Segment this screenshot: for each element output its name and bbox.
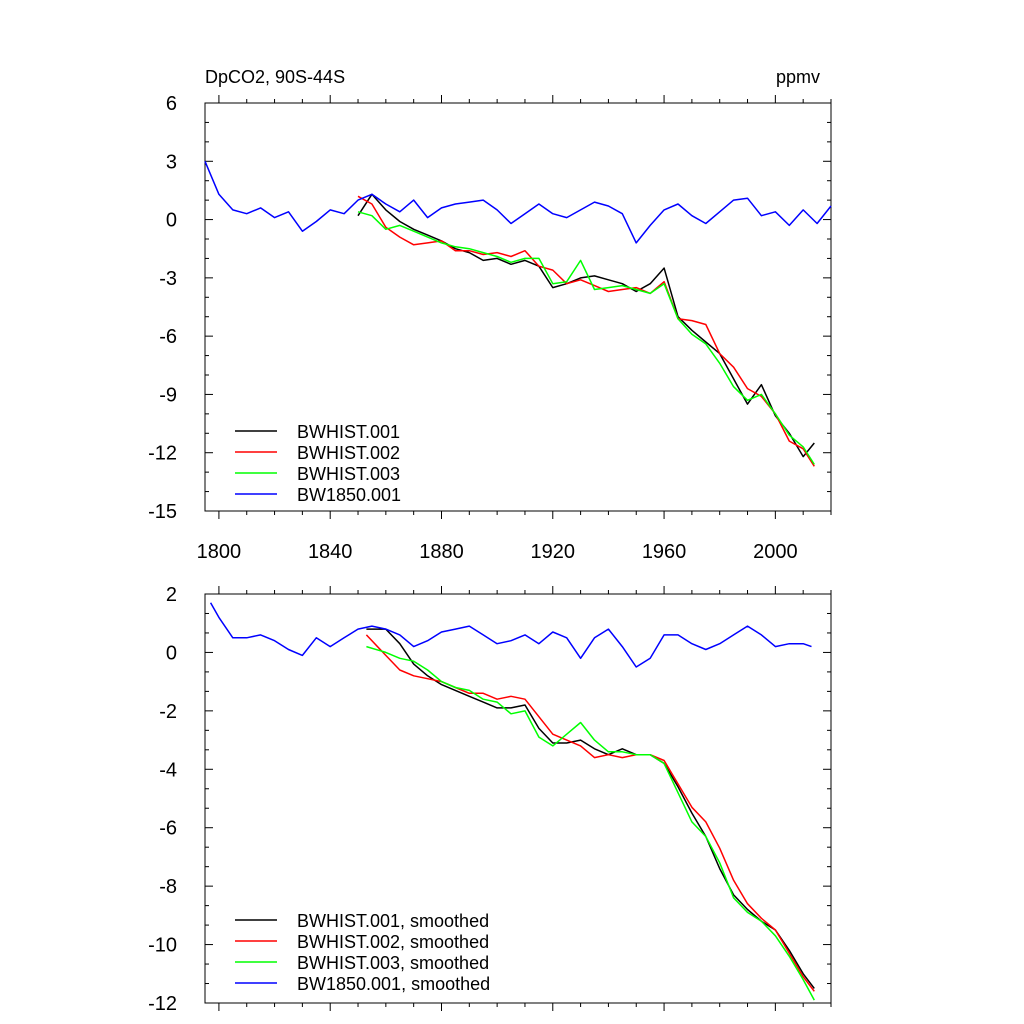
- panel1-frame: [204, 102, 832, 512]
- panel2-ytick-label: -4: [159, 759, 177, 781]
- panel2-series-3: [209, 602, 812, 668]
- panel2-ytick-label: -10: [148, 935, 177, 957]
- panel2-frame: [204, 593, 832, 1004]
- panel1-series-3: [204, 161, 832, 244]
- panel1-xtick-label: 1920: [531, 541, 576, 563]
- panel1-legend-label: BWHIST.003: [297, 464, 400, 484]
- panel2-ytick-label: 0: [166, 642, 177, 664]
- panel1-ytick-label: 6: [166, 93, 177, 115]
- panel1-group: 6 3 0 -3 -6 -9 -12 -15 1800 1840 1880 1920 1960 2000 B…: [148, 93, 832, 563]
- panel1-xtick-label: 1840: [308, 541, 353, 563]
- panel1-ytick-label: 3: [166, 151, 177, 173]
- panel1-ytick-label: -15: [148, 501, 177, 523]
- panel1-ytick-label: 0: [166, 210, 177, 232]
- panel2-ytick-label: 2: [166, 584, 177, 606]
- panel2-ytick-label: -12: [148, 993, 177, 1015]
- panel1-xtick-label: 1800: [197, 541, 242, 563]
- panel1-title: DpCO2, 90S-44S: [205, 67, 345, 87]
- panel2-series-0: [366, 628, 815, 989]
- panel1-legend-label: BWHIST.001: [297, 422, 400, 442]
- panel1-ytick-label: -3: [159, 268, 177, 290]
- panel1-ytick-label: -12: [148, 443, 177, 465]
- panel2-series-2: [366, 645, 815, 1001]
- panel1-series-1: [357, 195, 815, 467]
- panel1-legend-label: BW1850.001: [297, 485, 401, 505]
- panel1-xtick-label: 1960: [642, 541, 687, 563]
- panel2-legend-label: BWHIST.001, smoothed: [297, 911, 489, 931]
- panel2-ytick-label: -6: [159, 818, 177, 840]
- panel1-legend-label: BWHIST.002: [297, 443, 400, 463]
- panel1-units: ppmv: [776, 67, 820, 87]
- panel2-legend-label: BWHIST.003, smoothed: [297, 953, 489, 973]
- panel1-xtick-label: 1880: [419, 541, 464, 563]
- panel1-ytick-label: -9: [159, 384, 177, 406]
- panel1-series-0: [357, 193, 815, 458]
- panel2-legend-label: BWHIST.002, smoothed: [297, 932, 489, 952]
- panel1-series-2: [357, 211, 815, 465]
- panel2-ytick-label: -2: [159, 701, 177, 723]
- panel1-xtick-label: 2000: [753, 541, 798, 563]
- panel2-ytick-label: -8: [159, 876, 177, 898]
- panel2-legend-label: BW1850.001, smoothed: [297, 974, 490, 994]
- panel1-ytick-label: -6: [159, 326, 177, 348]
